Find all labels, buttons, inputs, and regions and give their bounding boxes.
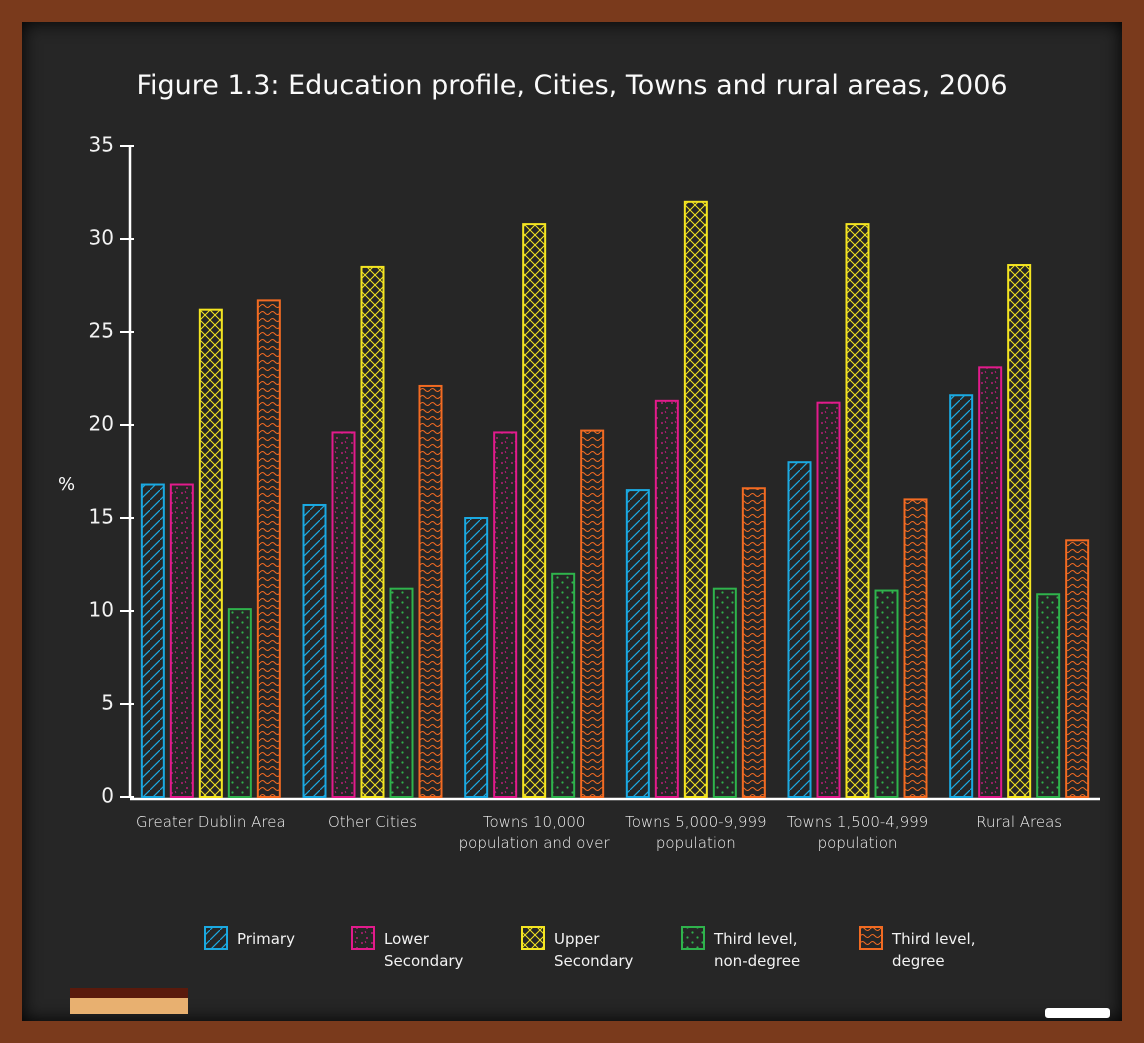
bar (1036, 593, 1061, 799)
y-tick-label: 10 (89, 598, 114, 622)
y-tick-label: 15 (89, 505, 114, 529)
y-tick-label: 5 (101, 691, 114, 715)
bar (816, 401, 841, 798)
chalk (1045, 1008, 1110, 1018)
bar (874, 589, 899, 798)
bar (360, 265, 385, 798)
bar (654, 399, 679, 798)
x-tick-label: Rural Areas (976, 813, 1063, 831)
legend-label: Upper Secondary (554, 930, 634, 970)
bar (227, 608, 252, 799)
x-tick-label: Towns 10,000 population and over (458, 813, 610, 852)
bar (625, 489, 650, 798)
legend-swatch (521, 926, 545, 950)
bar (464, 517, 489, 798)
legend-label: Lower Secondary (384, 930, 464, 970)
x-tick-label: Other Cities (327, 813, 418, 831)
bar (903, 498, 928, 798)
bar (169, 483, 194, 798)
y-axis-label: % (58, 474, 76, 495)
legend-swatch (204, 926, 228, 950)
legend-swatch (351, 926, 375, 950)
legend-swatch (859, 926, 883, 950)
bar (302, 503, 327, 798)
bar (949, 394, 974, 798)
eraser (70, 988, 188, 998)
bar (256, 299, 281, 798)
chart-title: Figure 1.3: Education profile, Cities, T… (136, 70, 1008, 101)
bar (198, 308, 223, 798)
bar (741, 487, 766, 798)
bar (845, 223, 870, 798)
legend-label: Third level, non-degree (714, 930, 801, 970)
eraser-felt (70, 998, 188, 1014)
bar (522, 223, 547, 798)
bar (712, 587, 737, 798)
bar (1007, 264, 1032, 799)
bar (683, 200, 708, 799)
y-tick-label: 30 (89, 226, 114, 250)
legend-swatch (681, 926, 705, 950)
y-tick-label: 25 (89, 319, 114, 343)
bar (493, 431, 518, 798)
legend-label: Third level, degree (892, 930, 976, 970)
x-tick-label: Towns 5,000-9,999 population (625, 813, 767, 852)
bar (787, 461, 812, 798)
x-tick-label: Greater Dublin Area (136, 813, 286, 831)
y-tick-label: 0 (101, 784, 114, 808)
bar (389, 587, 414, 798)
y-tick-label: 20 (89, 412, 114, 436)
bar (551, 572, 576, 798)
x-tick-label: Towns 1,500-4,999 population (786, 813, 929, 852)
bar (978, 366, 1003, 798)
bar (580, 429, 605, 798)
legend-label: Primary (237, 930, 295, 948)
bar (418, 384, 443, 798)
y-tick-label: 35 (89, 133, 114, 157)
bar (1065, 539, 1090, 798)
bar (140, 483, 165, 798)
bar (331, 431, 356, 798)
